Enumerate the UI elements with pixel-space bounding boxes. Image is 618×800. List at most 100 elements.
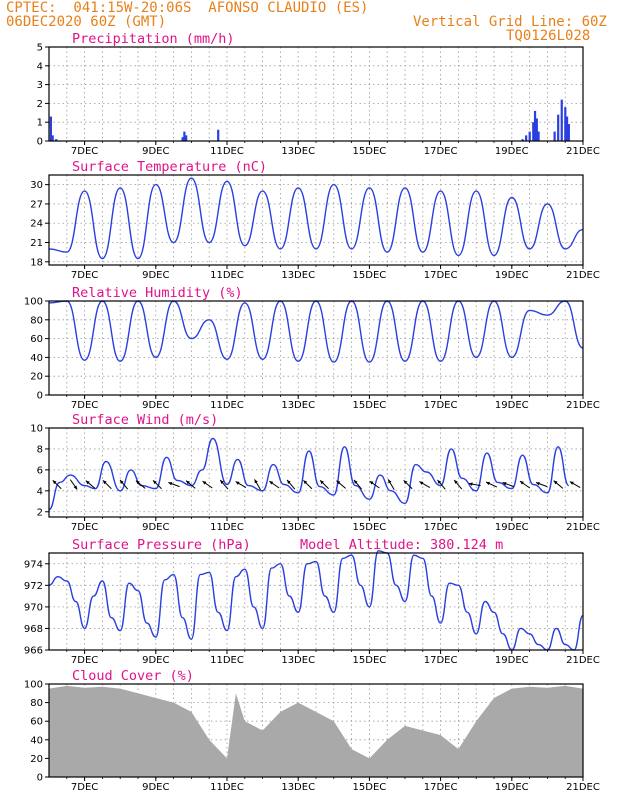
x-tick-label: 21DEC bbox=[566, 270, 600, 281]
x-tick-label: 15DEC bbox=[353, 782, 387, 793]
y-tick-label: 4 bbox=[37, 486, 43, 497]
wind-arrow-head bbox=[454, 479, 458, 484]
y-tick-label: 20 bbox=[30, 754, 43, 765]
x-tick-label: 15DEC bbox=[353, 522, 387, 533]
precip-bar bbox=[564, 107, 567, 141]
precip-bar bbox=[181, 137, 184, 141]
precip-bar bbox=[537, 131, 540, 141]
x-tick-label: 15DEC bbox=[353, 146, 387, 157]
precip-bar bbox=[535, 118, 538, 141]
x-tick-label: 11DEC bbox=[210, 270, 244, 281]
y-tick-label: 60 bbox=[30, 334, 43, 345]
y-tick-label: 80 bbox=[30, 315, 43, 326]
x-tick-label: 19DEC bbox=[495, 522, 529, 533]
y-tick-label: 966 bbox=[24, 646, 43, 657]
wind-arrow-head bbox=[353, 479, 358, 484]
x-tick-label: 21DEC bbox=[566, 782, 600, 793]
y-tick-label: 40 bbox=[30, 353, 43, 364]
series-line bbox=[48, 550, 584, 651]
precip-bar bbox=[553, 131, 556, 141]
x-tick-label: 19DEC bbox=[495, 270, 529, 281]
wind-arrow-head bbox=[468, 482, 473, 486]
precip-bar bbox=[55, 139, 58, 141]
x-tick-label: 9DEC bbox=[142, 655, 169, 666]
header-grid-note: Vertical Grid Line: 60Z bbox=[413, 14, 607, 30]
y-tick-label: 3 bbox=[37, 80, 43, 91]
x-tick-label: 11DEC bbox=[210, 400, 244, 411]
x-tick-label: 13DEC bbox=[281, 655, 315, 666]
x-tick-label: 9DEC bbox=[142, 782, 169, 793]
precip-bar bbox=[217, 129, 220, 141]
y-tick-label: 40 bbox=[30, 735, 43, 746]
x-tick-label: 19DEC bbox=[495, 782, 529, 793]
wind-arrow-head bbox=[135, 480, 140, 485]
wind-arrow-head bbox=[303, 480, 308, 485]
y-tick-label: 24 bbox=[30, 219, 43, 230]
x-tick-label: 13DEC bbox=[281, 146, 315, 157]
wind-arrow-head bbox=[388, 479, 392, 484]
y-tick-label: 968 bbox=[24, 624, 43, 635]
y-tick-label: 1 bbox=[37, 118, 43, 129]
cloud-cover-area bbox=[49, 685, 583, 777]
y-tick-label: 0 bbox=[37, 137, 43, 148]
wind-arrow-head bbox=[502, 482, 507, 486]
x-tick-label: 13DEC bbox=[281, 270, 315, 281]
model-altitude-label: Model Altitude: 380.124 m bbox=[300, 537, 503, 553]
wind-arrow-head bbox=[320, 480, 324, 485]
y-tick-label: 30 bbox=[30, 180, 43, 191]
wind-arrow-head bbox=[73, 485, 78, 490]
x-tick-label: 9DEC bbox=[142, 146, 169, 157]
y-tick-label: 100 bbox=[24, 680, 43, 691]
x-tick-label: 21DEC bbox=[566, 146, 600, 157]
y-tick-label: 2 bbox=[37, 99, 43, 110]
wind-arrow-head bbox=[569, 481, 574, 485]
panel-title: Relative Humidity (%) bbox=[72, 285, 243, 301]
wind-arrow-head bbox=[119, 479, 124, 484]
header-date: 06DEC2020 60Z (GMT) bbox=[6, 14, 167, 30]
precip-bar bbox=[532, 122, 535, 141]
series-line bbox=[48, 437, 570, 511]
y-tick-label: 8 bbox=[37, 444, 43, 455]
wind-arrow-head bbox=[102, 480, 107, 485]
precip-bar bbox=[560, 99, 563, 141]
wind-arrow-head bbox=[486, 481, 491, 486]
y-tick-label: 0 bbox=[37, 773, 43, 784]
y-tick-label: 2 bbox=[37, 507, 43, 518]
x-tick-label: 11DEC bbox=[210, 146, 244, 157]
wind-arrow-head bbox=[168, 482, 173, 486]
wind-arrow-head bbox=[369, 481, 374, 485]
precip-bar bbox=[565, 116, 569, 141]
header-line1: CPTEC: 041:15W-20:06S AFONSO CLAUDIO (ES… bbox=[6, 0, 369, 16]
x-tick-label: 9DEC bbox=[142, 270, 169, 281]
x-tick-label: 17DEC bbox=[424, 782, 458, 793]
x-tick-label: 17DEC bbox=[424, 146, 458, 157]
wind-arrow-head bbox=[52, 480, 57, 485]
wind-arrow-head bbox=[254, 479, 258, 484]
x-tick-label: 15DEC bbox=[353, 655, 387, 666]
wind-arrow-head bbox=[437, 479, 442, 484]
x-tick-label: 21DEC bbox=[566, 655, 600, 666]
precip-bar bbox=[49, 116, 52, 141]
y-tick-label: 18 bbox=[30, 257, 43, 268]
x-tick-label: 11DEC bbox=[210, 782, 244, 793]
wind-arrow-head bbox=[220, 479, 224, 484]
x-tick-label: 19DEC bbox=[495, 655, 529, 666]
x-tick-label: 7DEC bbox=[71, 400, 98, 411]
x-tick-label: 21DEC bbox=[566, 400, 600, 411]
y-tick-label: 974 bbox=[24, 559, 43, 570]
x-tick-label: 7DEC bbox=[71, 782, 98, 793]
x-tick-label: 11DEC bbox=[210, 522, 244, 533]
x-tick-label: 19DEC bbox=[495, 146, 529, 157]
panel-title: Surface Wind (m/s) bbox=[72, 412, 218, 428]
x-tick-label: 15DEC bbox=[353, 400, 387, 411]
x-tick-label: 17DEC bbox=[424, 270, 458, 281]
x-tick-label: 7DEC bbox=[71, 270, 98, 281]
wind-arrow-head bbox=[553, 480, 558, 485]
panel-title: Cloud Cover (%) bbox=[72, 668, 194, 684]
y-tick-label: 80 bbox=[30, 698, 43, 709]
precip-bar bbox=[557, 114, 560, 141]
wind-arrow-head bbox=[336, 480, 341, 485]
precip-bar bbox=[525, 135, 528, 141]
precip-bar bbox=[533, 110, 537, 141]
wind-arrow-head bbox=[419, 481, 424, 485]
